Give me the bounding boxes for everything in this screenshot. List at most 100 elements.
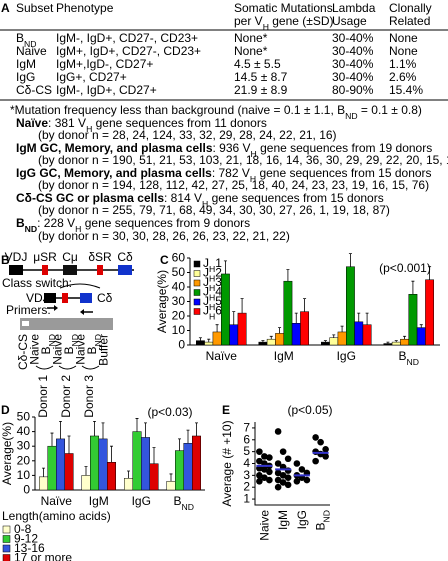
text-part: Cμ xyxy=(62,250,78,264)
text-part: B xyxy=(62,346,76,354)
text-part: J xyxy=(203,294,209,308)
bar xyxy=(212,331,222,346)
table-cell: 1.1% xyxy=(389,57,417,71)
dot xyxy=(261,474,268,482)
annotation: (p<0.001) xyxy=(379,261,431,275)
error-bar xyxy=(411,280,415,295)
text-part: μSR xyxy=(33,250,57,264)
note: (by donor n = 194, 128, 112, 42, 27, 25,… xyxy=(38,178,429,192)
y-axis-label: Average(%) xyxy=(0,422,14,485)
bar xyxy=(56,438,65,491)
text-part: 9-12 xyxy=(14,532,38,546)
text-part: VDJ xyxy=(26,291,49,305)
text-part: IgM-, IgD+, CD27+ xyxy=(56,83,157,97)
legend-swatch xyxy=(193,308,201,315)
text-part: 10 xyxy=(17,468,31,482)
text-part: 2 xyxy=(243,480,250,494)
text-part: 30 xyxy=(172,294,186,308)
text-part: gene sequences from 9 donors xyxy=(81,216,250,230)
table-cell: 2.6% xyxy=(389,70,417,84)
panel-label: C xyxy=(160,253,169,267)
x-tick-label: IgM xyxy=(276,510,290,530)
x-tick-label: Naïve xyxy=(41,494,73,508)
table-cell: 30-40% xyxy=(332,57,374,71)
donor-label: Donor 2 xyxy=(59,375,73,418)
bar xyxy=(183,443,193,491)
text-part: Primers: xyxy=(6,303,51,317)
y-tick-label: 4 xyxy=(243,456,250,470)
text-part: Somatic Mutations xyxy=(234,1,333,15)
y-axis-label: Average (# +10) xyxy=(220,420,234,506)
text-part: : 936 V xyxy=(213,141,251,155)
text-part: (by donor n = 30, 30, 28, 26, 26, 23, 22… xyxy=(38,229,290,243)
text-part: None* xyxy=(234,44,268,58)
table-header: Clonally xyxy=(389,1,432,15)
text-part: ND xyxy=(93,334,103,346)
text-part: Average(%) xyxy=(0,422,14,485)
bar xyxy=(98,438,108,491)
text-part: H xyxy=(86,124,92,134)
bar xyxy=(132,431,142,491)
class-switch-label: Class switch: xyxy=(2,276,72,290)
table-cell: 21.9 ± 8.9 xyxy=(234,83,288,97)
text-part: Average (# +10) xyxy=(220,420,234,506)
error-bar xyxy=(135,418,139,432)
bar xyxy=(175,450,184,491)
text-part: 10 xyxy=(172,323,186,337)
text-part: Donor 3 xyxy=(82,375,96,418)
text-part: ND xyxy=(47,334,57,346)
error-bar xyxy=(340,325,344,332)
y-tick-label: 40 xyxy=(17,424,31,438)
text-part: None xyxy=(389,31,418,45)
error-bar xyxy=(67,435,71,454)
y-tick-label: 60 xyxy=(172,251,186,265)
text-part: 7 xyxy=(243,420,250,434)
lane-label: Cδ-CS xyxy=(16,334,30,370)
text-part: B xyxy=(16,31,24,45)
text-part: B xyxy=(399,349,407,363)
text-part: IgM-, IgD+, CD27-, CD23+ xyxy=(56,31,198,45)
text-part: ND xyxy=(407,357,419,367)
panel-label: D xyxy=(1,403,10,417)
legend-label: JH3 xyxy=(203,275,222,293)
error-bar xyxy=(215,324,219,332)
text-part: (p<0.03) xyxy=(147,405,192,419)
legend-label: JH2 xyxy=(203,266,222,284)
bar xyxy=(275,333,284,346)
bar xyxy=(237,312,247,346)
note: (by donor n = 28, 24, 124, 33, 32, 29, 2… xyxy=(38,128,337,142)
legend-swatch xyxy=(193,298,201,306)
text-part: Length(amino acids) xyxy=(2,509,111,523)
text-part: : 782 V xyxy=(212,166,250,180)
text-part: H xyxy=(202,199,208,209)
error-bar xyxy=(50,432,54,447)
dot xyxy=(284,467,292,474)
x-tick-label: BND xyxy=(399,349,419,367)
primers-label: Primers: xyxy=(6,303,51,317)
legend-swatch xyxy=(2,544,11,553)
error-bar xyxy=(144,422,147,438)
text-part: IgM xyxy=(89,494,109,508)
error-bar xyxy=(198,337,202,341)
text-part: H xyxy=(209,293,215,303)
text-part: Phenotype xyxy=(56,1,114,15)
text-part: Naive xyxy=(51,334,65,365)
bar xyxy=(192,435,201,491)
text-part: B xyxy=(85,346,99,354)
text-part: None* xyxy=(234,31,268,45)
bar xyxy=(47,445,57,491)
legend-swatch xyxy=(2,554,11,561)
text-part: IgG xyxy=(337,349,356,363)
text-part: 5 xyxy=(243,444,250,458)
text-part: H xyxy=(209,274,215,284)
bar xyxy=(300,311,309,346)
text-part: per V xyxy=(234,14,263,28)
text-part: Donor 1 xyxy=(36,375,50,418)
text-part: IgM GC, Memory, and plasma cells xyxy=(16,141,213,155)
dot xyxy=(317,438,324,446)
text-part: 13-16 xyxy=(14,541,45,555)
text-part: D xyxy=(1,403,10,417)
text-part: 30-40% xyxy=(332,70,374,84)
table-cell: IgG xyxy=(16,70,35,84)
bar xyxy=(229,324,239,346)
